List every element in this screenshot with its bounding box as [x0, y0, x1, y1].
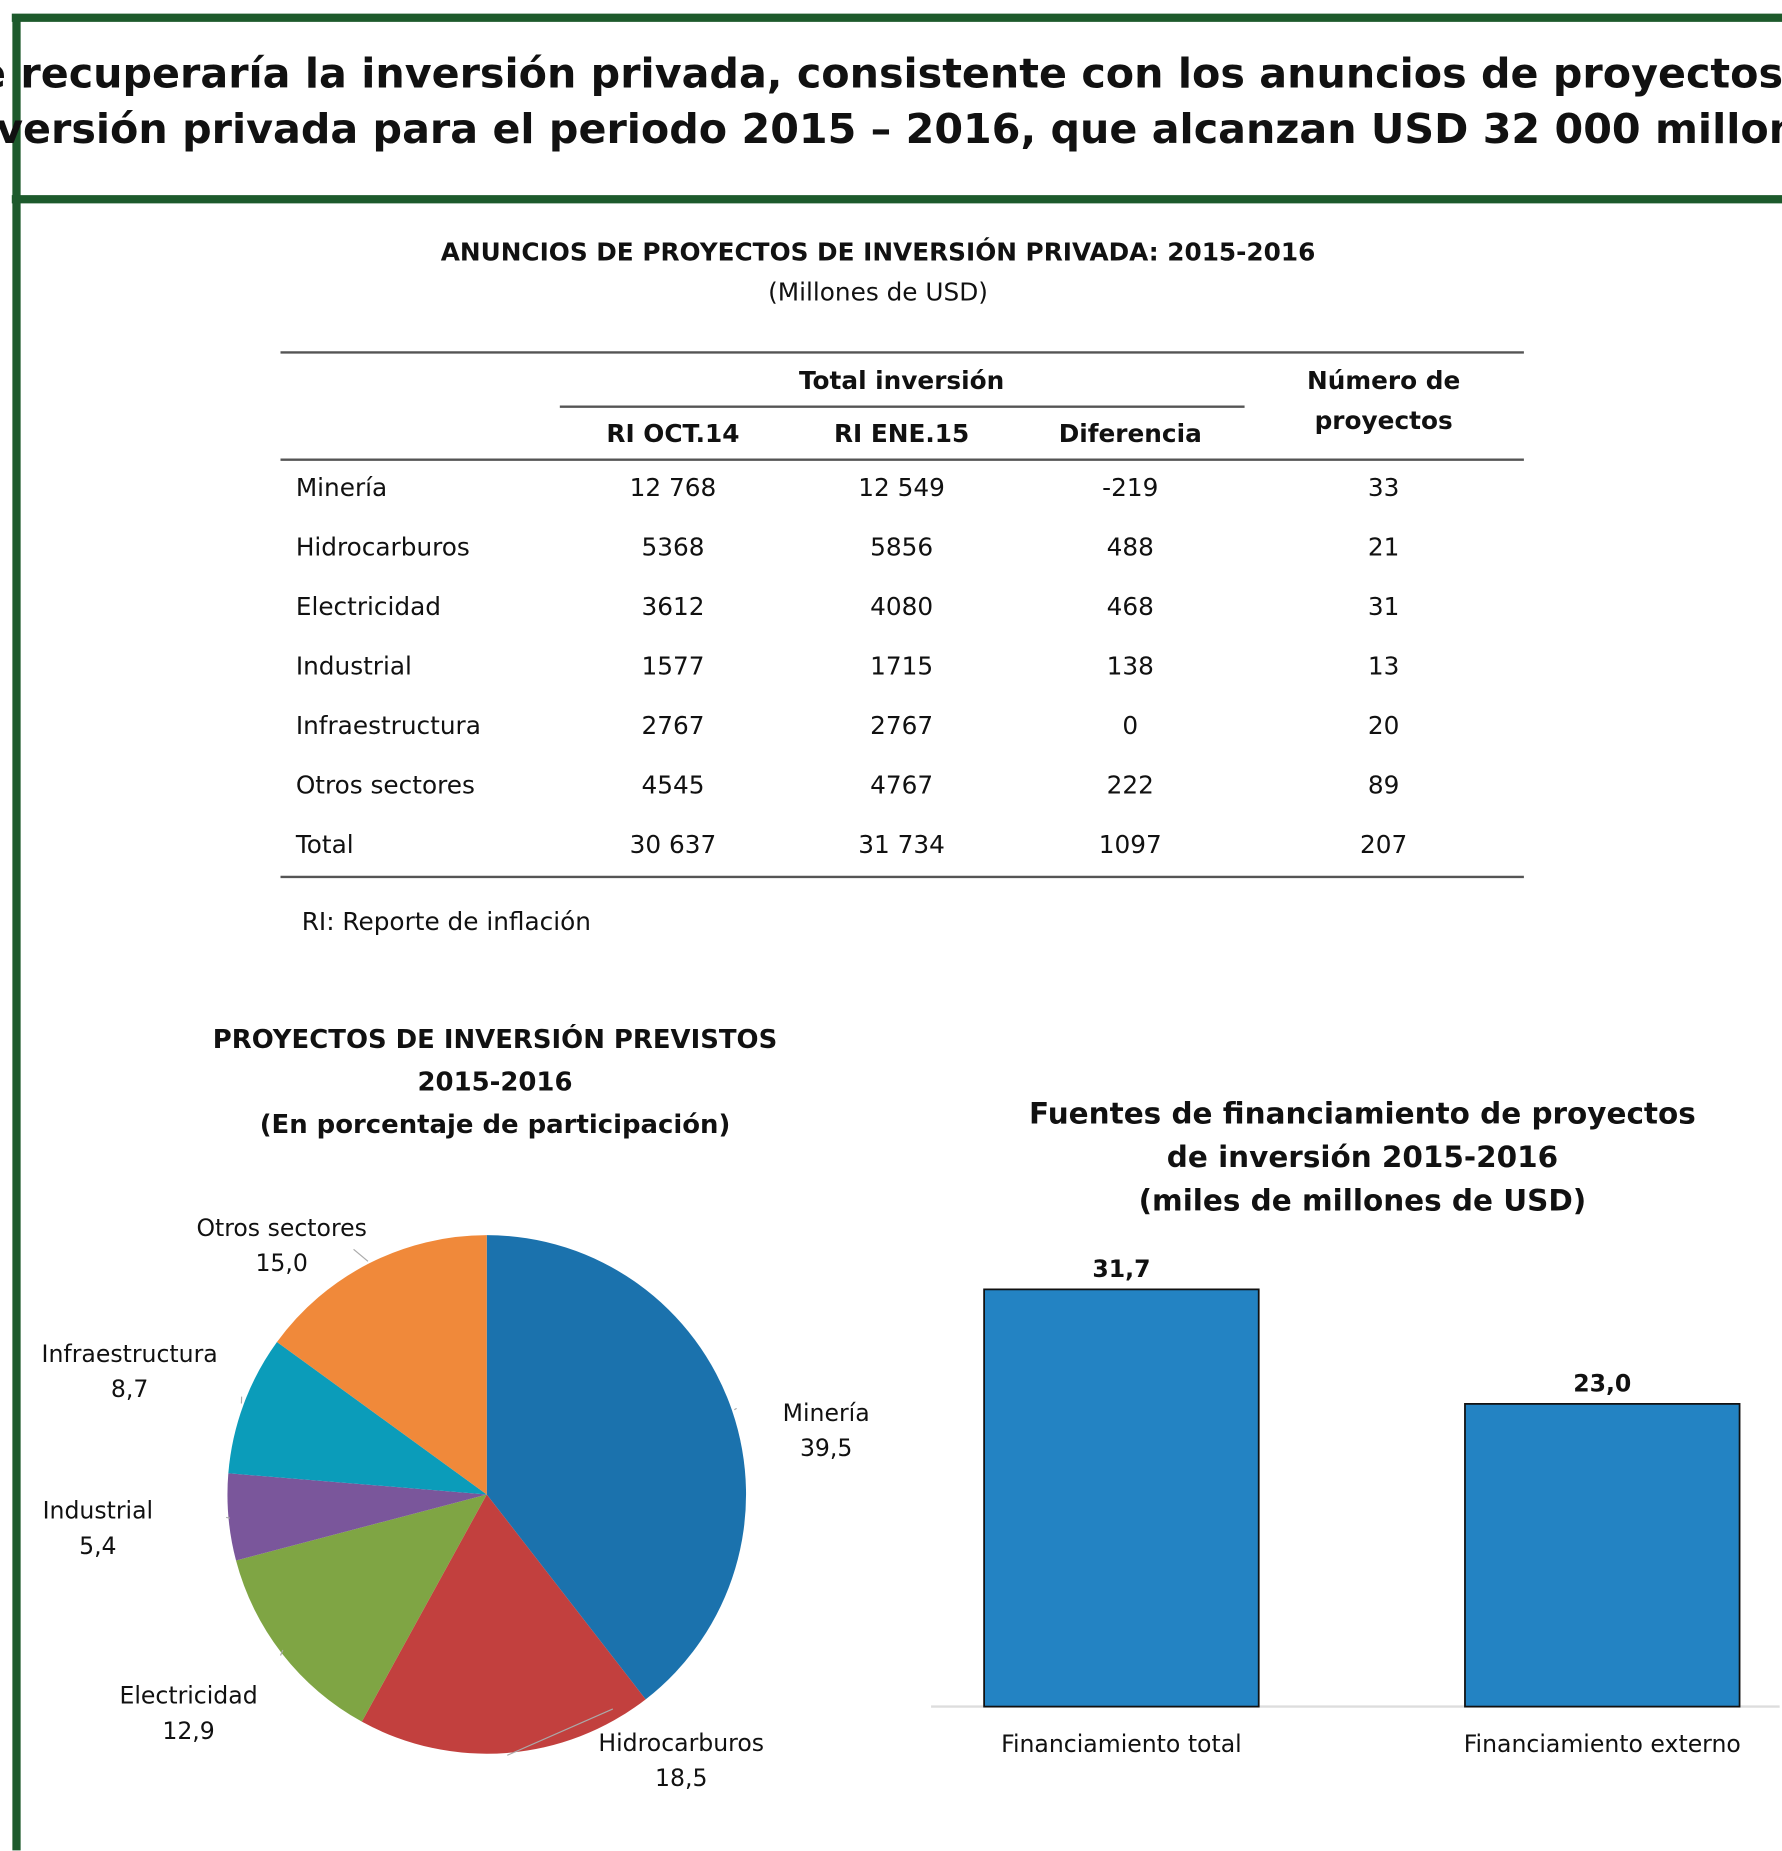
column-header: Diferencia [1059, 419, 1202, 448]
slice-value: 15,0 [255, 1249, 307, 1277]
pie-slice [276, 1235, 487, 1495]
cell: 4080 [870, 592, 933, 621]
headline: Se recuperaría la inversión privada, con… [0, 50, 1782, 98]
table-note: RI: Reporte de inflación [302, 907, 591, 936]
cell: 138 [1107, 652, 1154, 681]
cell: 488 [1107, 533, 1154, 562]
slice-value: 18,5 [655, 1764, 707, 1792]
slice-value: 12,9 [162, 1717, 214, 1745]
cell: 21 [1368, 533, 1400, 562]
pie-slice [228, 1342, 487, 1495]
cell: 89 [1368, 771, 1400, 800]
cell: 5856 [870, 533, 933, 562]
slice-label: Hidrocarburos [598, 1729, 764, 1757]
slice-label: Minería [783, 1399, 870, 1427]
x-tick-label: Financiamiento externo [1464, 1730, 1741, 1758]
cell: 1715 [870, 652, 933, 681]
cell: 222 [1107, 771, 1154, 800]
cell: 207 [1360, 830, 1407, 859]
cell: 3612 [641, 592, 704, 621]
cell: 5368 [641, 533, 704, 562]
headline: inversión privada para el periodo 2015 –… [0, 105, 1782, 153]
table-title: ANUNCIOS DE PROYECTOS DE INVERSIÓN PRIVA… [441, 236, 1316, 266]
chart-title: de inversión 2015-2016 [1167, 1140, 1558, 1174]
row-label: Electricidad [296, 592, 441, 621]
cell: 12 768 [630, 473, 717, 502]
row-label: Total [295, 830, 354, 859]
chart-title: (miles de millones de USD) [1139, 1184, 1587, 1218]
column-header: RI ENE.15 [834, 419, 969, 448]
slice-label: Electricidad [119, 1682, 257, 1710]
row-label: Otros sectores [296, 771, 475, 800]
column-header: Número de proyectos [1307, 366, 1460, 435]
chart-title: (En porcentaje de participación) [260, 1110, 731, 1140]
pie-slice [227, 1473, 487, 1561]
cell: 13 [1368, 652, 1400, 681]
cell: 12 549 [858, 473, 945, 502]
cell: 4545 [641, 771, 704, 800]
group-header: Total inversión [799, 366, 1004, 395]
cell: -219 [1102, 473, 1158, 502]
chart-title: 2015-2016 [418, 1068, 573, 1098]
slice-label: Industrial [43, 1497, 154, 1525]
bar [983, 1288, 1260, 1708]
leader-line [353, 1248, 369, 1262]
row-label: Minería [296, 473, 387, 502]
row-label: Hidrocarburos [296, 533, 470, 562]
pie-slice [361, 1494, 646, 1754]
row-label: Infraestructura [296, 711, 481, 740]
bar-value: 31,7 [1092, 1255, 1150, 1283]
cell: 33 [1368, 473, 1400, 502]
table-subtitle: (Millones de USD) [768, 277, 988, 306]
x-tick-label: Financiamiento total [1001, 1730, 1242, 1758]
cell: 31 [1368, 592, 1400, 621]
bar [1464, 1403, 1741, 1708]
cell: 4767 [870, 771, 933, 800]
slice-value: 39,5 [800, 1434, 852, 1462]
cell: 20 [1368, 711, 1400, 740]
cell: 2767 [641, 711, 704, 740]
cell: 1577 [641, 652, 704, 681]
leader-line [279, 1649, 284, 1656]
slice-label: Otros sectores [196, 1214, 366, 1242]
cell: 0 [1122, 711, 1138, 740]
slice-value: 8,7 [111, 1375, 148, 1403]
leader-line [226, 1516, 230, 1519]
chart-title: Fuentes de financiamiento de proyectos [1029, 1096, 1696, 1130]
cell: 2767 [870, 711, 933, 740]
cell: 31 734 [858, 830, 945, 859]
leader-line [734, 1407, 737, 1411]
slice-label: Infraestructura [42, 1340, 218, 1368]
column-header: RI OCT.14 [606, 419, 739, 448]
cell: 468 [1107, 592, 1154, 621]
chart-title: PROYECTOS DE INVERSIÓN PREVISTOS [213, 1023, 777, 1055]
leader-line [507, 1708, 614, 1756]
bar-value: 23,0 [1573, 1370, 1631, 1398]
cell: 30 637 [630, 830, 717, 859]
pie-slice [236, 1494, 487, 1722]
slice-value: 5,4 [79, 1532, 116, 1560]
cell: 1097 [1099, 830, 1162, 859]
pie-slice [486, 1235, 747, 1700]
row-label: Industrial [296, 652, 412, 681]
